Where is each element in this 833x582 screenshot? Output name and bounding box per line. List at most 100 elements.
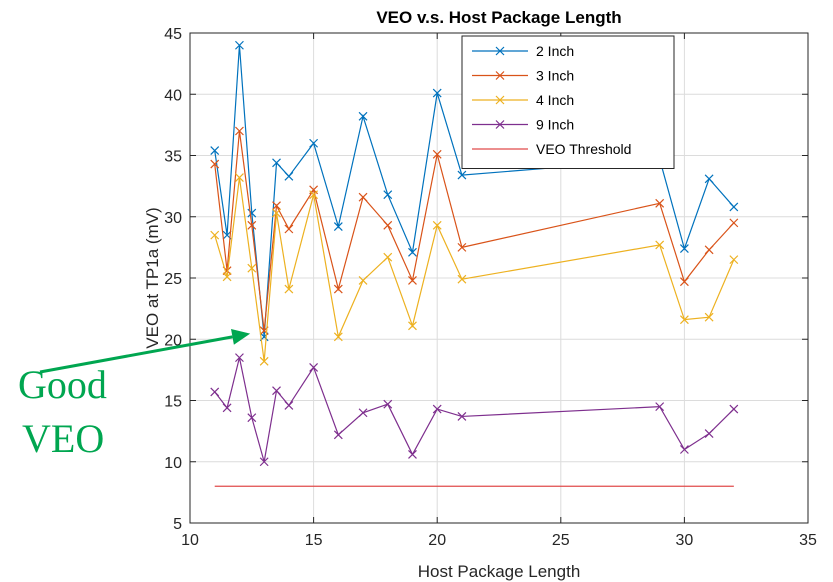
data-point-marker: [247, 220, 257, 230]
data-point-marker: [284, 284, 294, 294]
legend-label: 3 Inch: [536, 68, 574, 84]
y-tick-label: 20: [164, 332, 182, 349]
legend-entry: 9 Inch: [472, 117, 574, 133]
data-point-marker: [408, 247, 417, 257]
x-tick-label: 20: [428, 532, 446, 549]
legend-items: 2 Inch 3 Inch 4 Inch 9 Inch VEO Threshold: [472, 43, 631, 157]
data-point-marker: [333, 284, 343, 294]
data-point-marker: [655, 240, 665, 250]
data-point-marker: [679, 445, 689, 454]
series-line: [214, 177, 735, 362]
data-point-marker: [457, 274, 467, 284]
data-point-marker: [259, 356, 269, 366]
data-point-marker: [309, 138, 319, 148]
annotation-arrow: [39, 335, 233, 374]
y-tick-label: 10: [164, 455, 182, 472]
series-line: [214, 357, 735, 462]
y-tick-label: 45: [164, 26, 182, 43]
data-point-marker: [655, 198, 665, 208]
data-point-marker: [383, 399, 393, 409]
data-point-marker: [408, 321, 417, 331]
data-point-marker: [309, 363, 319, 372]
data-point-marker: [235, 126, 244, 136]
data-point-marker: [408, 276, 417, 285]
x-tick-label: 30: [676, 532, 694, 549]
data-point-marker: [383, 220, 393, 230]
data-point-marker: [383, 252, 393, 262]
legend: 2 Inch 3 Inch 4 Inch 9 Inch VEO Threshold: [461, 35, 675, 169]
x-tick-label: 10: [181, 532, 199, 549]
chart-title: VEO v.s. Host Package Length: [376, 8, 621, 27]
data-point-marker: [457, 242, 467, 252]
legend-label: 2 Inch: [536, 43, 574, 59]
x-tick-label: 25: [552, 532, 570, 549]
data-point-marker: [284, 224, 294, 234]
legend-swatch-marker: [495, 120, 505, 129]
data-point-marker: [272, 386, 281, 396]
y-tick-label: 40: [164, 87, 182, 104]
legend-swatch-marker: [495, 95, 505, 105]
data-point-marker: [358, 111, 368, 121]
data-point-marker: [704, 174, 714, 184]
y-tick-label: 30: [164, 210, 182, 227]
data-point-marker: [432, 220, 442, 230]
legend-entry: 2 Inch: [472, 43, 574, 59]
data-point-marker: [432, 404, 442, 414]
series-line: [214, 45, 735, 337]
series-9-inch: [210, 353, 739, 467]
data-point-marker: [704, 429, 714, 438]
legend-label: VEO Threshold: [536, 141, 631, 157]
data-point-marker: [358, 408, 368, 418]
data-point-marker: [333, 332, 343, 342]
data-point-marker: [247, 413, 257, 423]
legend-entry: 4 Inch: [472, 92, 574, 108]
data-point-marker: [679, 244, 689, 254]
data-point-marker: [358, 192, 368, 202]
y-tick-label: 15: [164, 394, 182, 411]
data-point-marker: [679, 315, 689, 325]
data-point-marker: [272, 158, 281, 168]
data-point-marker: [235, 353, 244, 363]
data-point-marker: [222, 403, 232, 413]
data-point-marker: [729, 404, 739, 414]
x-axis-label: Host Package Length: [418, 562, 581, 581]
annotation-text-line-2: VEO: [22, 416, 104, 461]
data-point-marker: [210, 387, 220, 397]
data-point-marker: [222, 272, 232, 282]
x-tick-label: 15: [305, 532, 323, 549]
data-point-marker: [704, 245, 714, 255]
data-point-marker: [383, 190, 393, 200]
data-point-marker: [235, 40, 244, 50]
data-point-marker: [272, 201, 281, 211]
y-tick-label: 35: [164, 149, 182, 166]
legend-entry: 3 Inch: [472, 68, 574, 84]
data-point-marker: [457, 412, 467, 421]
y-tick-label: 25: [164, 271, 182, 288]
y-axis-label: VEO at TP1a (mV): [143, 207, 162, 348]
legend-label: 4 Inch: [536, 92, 574, 108]
data-point-marker: [358, 276, 368, 285]
legend-entry: VEO Threshold: [472, 141, 631, 157]
data-point-marker: [432, 88, 442, 98]
data-point-marker: [210, 230, 220, 240]
data-point-marker: [729, 202, 739, 212]
series-group: [210, 40, 739, 487]
data-point-marker: [408, 449, 417, 459]
good-veo-annotation: Good VEO: [18, 329, 251, 461]
data-point-marker: [210, 146, 220, 156]
data-point-marker: [729, 255, 739, 265]
data-point-marker: [655, 402, 665, 412]
series-4-inch: [210, 173, 739, 366]
data-point-marker: [235, 173, 244, 182]
data-point-marker: [679, 277, 689, 287]
y-tick-label: 5: [173, 516, 182, 533]
annotation-arrowhead: [231, 329, 251, 345]
data-point-marker: [309, 190, 319, 200]
data-point-marker: [272, 208, 281, 218]
data-point-marker: [333, 430, 343, 440]
data-point-marker: [259, 457, 269, 467]
data-point-marker: [247, 208, 257, 218]
data-point-marker: [333, 222, 343, 231]
data-point-marker: [284, 171, 294, 181]
